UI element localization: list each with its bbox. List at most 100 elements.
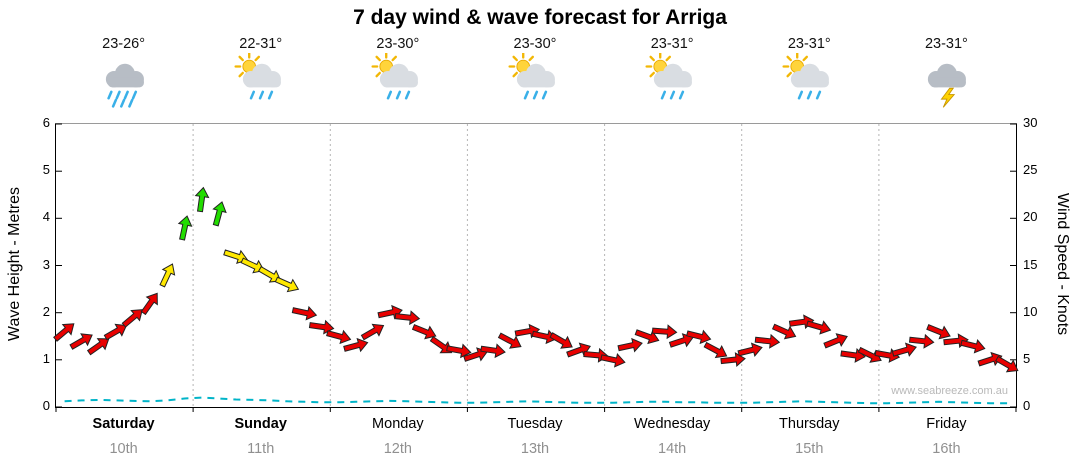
sun-rain-icon: [782, 53, 830, 100]
wind-arrow: [617, 337, 643, 353]
forecast-day-thursday: 23-31°: [741, 36, 878, 109]
wind-arrow: [394, 310, 421, 326]
wind-arrow: [754, 333, 781, 349]
x-axis-day-names: Saturday Sunday Monday Tuesday Wednesday Thur…: [55, 416, 1015, 432]
wind-arrow: [806, 320, 832, 335]
wave-height-line: [64, 396, 1008, 405]
forecast-day-sunday: 22-31°: [192, 36, 329, 109]
wave-height-axis-label: Wave Height - Metres: [6, 186, 23, 342]
day-name-label: Monday: [372, 416, 424, 432]
rain-drops-icon: [106, 90, 137, 108]
cloud-icon: [654, 63, 693, 88]
temperature-range: 22-31°: [239, 36, 283, 52]
wind-arrow: [159, 263, 176, 288]
wind-arrow: [549, 332, 573, 349]
page-title: 7 day wind & wave forecast for Arriga: [353, 6, 727, 29]
wind-arrow: [140, 292, 158, 316]
temperature-range: 23-31°: [787, 36, 831, 52]
wind-arrow: [857, 346, 882, 363]
y-axis-tick-left: 2: [42, 303, 50, 319]
wind-arrow: [823, 333, 848, 349]
y-axis-tick-right: 15: [1023, 256, 1038, 272]
rain-drops-icon: [798, 90, 822, 100]
temperature-range: 23-26°: [102, 36, 146, 52]
wind-arrow: [326, 329, 352, 345]
day-date-label: 11th: [247, 441, 275, 457]
day-name-label: Friday: [926, 416, 967, 432]
wind-arrow: [960, 339, 986, 354]
y-axis-tick-left: 3: [42, 256, 50, 272]
day-date-label: 13th: [520, 441, 550, 457]
wind-arrow: [668, 333, 694, 348]
day-name-label: Thursday: [779, 416, 840, 432]
y-axis-tick-right: 10: [1023, 303, 1038, 319]
wind-arrow: [926, 324, 951, 340]
day-name-label: Sunday: [234, 416, 287, 432]
rain-drops-icon: [249, 90, 273, 100]
y-axis-tick-right: 5: [1023, 350, 1031, 366]
wind-arrow: [771, 323, 797, 340]
y-axis-tick-left: 6: [42, 115, 50, 130]
wind-arrow: [86, 338, 110, 356]
x-axis-dates: 10th 11th 12th 13th 14th 15th 16th: [55, 441, 1015, 457]
forecast-day-tuesday: 23-30°: [466, 36, 603, 109]
wind-arrow: [703, 341, 728, 359]
wind-speed-axis-label: Wind Speed - Knots: [1054, 192, 1071, 336]
temperature-range: 23-31°: [650, 36, 694, 52]
day-name-label: Wednesday: [633, 416, 711, 432]
wind-arrow: [69, 333, 93, 350]
forecast-day-wednesday: 23-31°: [604, 36, 741, 109]
forecast-day-monday: 23-30°: [329, 36, 466, 109]
watermark: www.seabreeze.com.au: [891, 385, 1008, 397]
sun-rain-icon: [645, 53, 693, 100]
wind-arrow: [446, 343, 472, 359]
wind-arrow: [497, 332, 522, 349]
rain-drops-icon: [386, 90, 410, 100]
wind-arrow: [600, 353, 626, 368]
day-date-label: 14th: [658, 441, 687, 457]
temperature-range: 23-30°: [376, 36, 420, 52]
forecast-day-saturday: 23-26°: [55, 36, 192, 109]
wind-arrow: [53, 323, 75, 342]
wind-arrow: [360, 323, 385, 341]
chart-plot-area: www.seabreeze.com.au: [53, 123, 1019, 412]
wind-arrow: [995, 355, 1019, 373]
y-axis-tick-right: 25: [1023, 162, 1038, 178]
y-axis-tick-right: 20: [1023, 209, 1038, 225]
cloud-icon: [105, 63, 144, 88]
forecast-day-friday: 23-31°: [878, 36, 1015, 109]
y-axis-tick-left: 4: [42, 209, 50, 225]
wind-arrow: [531, 329, 558, 345]
wind-arrow: [291, 305, 318, 321]
day-date-label: 10th: [109, 441, 138, 457]
wind-arrow: [121, 309, 143, 328]
wind-arrow: [737, 342, 763, 358]
y-axis-tick-left: 5: [42, 162, 50, 178]
sun-rain-icon: [371, 53, 418, 100]
wind-arrow: [429, 336, 453, 354]
y-axis-tick-right: 0: [1023, 398, 1031, 413]
day-date-label: 16th: [932, 441, 961, 457]
wind-arrow: [908, 333, 935, 349]
storm-icon: [928, 63, 967, 108]
wind-arrow: [651, 324, 678, 340]
cloud-icon: [928, 63, 967, 88]
wind-arrow: [103, 323, 128, 341]
day-name-label: Saturday: [92, 416, 155, 432]
y-axis-tick-left: 1: [42, 350, 50, 366]
y-axis-tick-right: 30: [1023, 115, 1038, 130]
wind-arrow: [411, 324, 437, 340]
rain-drops-icon: [660, 90, 685, 100]
day-date-label: 15th: [795, 441, 824, 457]
y-axis-tick-left: 0: [42, 398, 50, 413]
wind-arrow: [240, 257, 265, 274]
lightning-icon: [940, 87, 956, 108]
wind-arrow: [891, 342, 917, 357]
wind-arrow: [343, 337, 369, 353]
day-name-label: Tuesday: [507, 416, 563, 432]
rain-drops-icon: [523, 90, 548, 100]
daily-forecast-row: 23-26° 22-31° 23-30° 23-30° 23-31° 23-31° 23-3…: [55, 36, 1015, 109]
rain-icon: [105, 63, 144, 108]
wind-arrow: [194, 186, 210, 213]
